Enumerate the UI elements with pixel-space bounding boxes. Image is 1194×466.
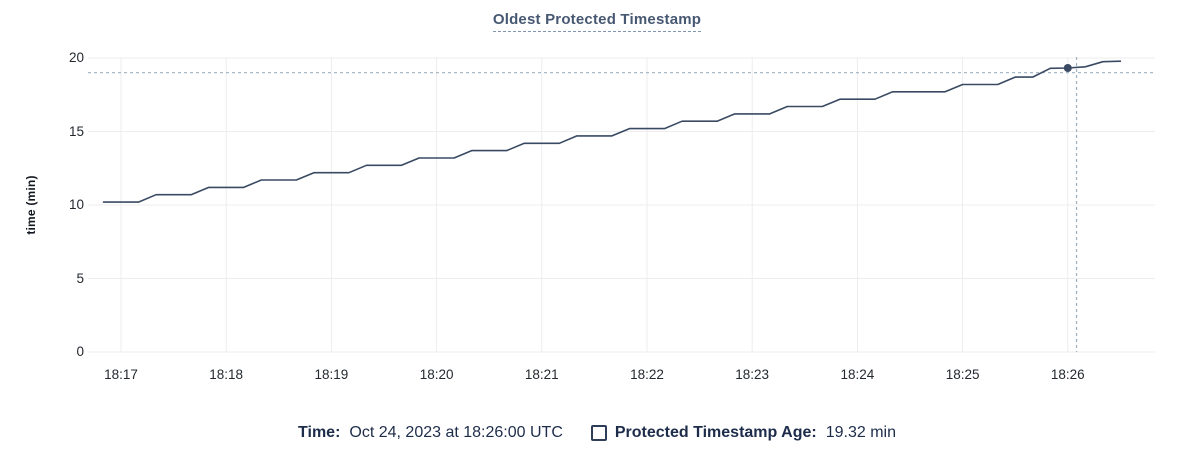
time-label: Time: — [298, 424, 341, 441]
x-tick-label: 18:17 — [104, 367, 138, 382]
series-line — [102, 60, 1122, 203]
x-tick-label: 18:22 — [630, 367, 664, 382]
x-tick-label: 18:25 — [945, 367, 980, 382]
y-tick-label: 20 — [68, 50, 84, 65]
y-tick-label: 15 — [68, 123, 84, 139]
x-tick-label: 18:24 — [840, 367, 875, 382]
chart-title-row: Oldest Protected Timestamp — [0, 11, 1194, 32]
series-label: Protected Timestamp Age: — [614, 424, 817, 441]
series-value: 19.32 min — [825, 424, 896, 441]
x-tick-label: 18:19 — [314, 367, 349, 382]
series-checkbox[interactable] — [590, 425, 607, 441]
chart-title[interactable]: Oldest Protected Timestamp — [492, 11, 702, 32]
x-tick-label: 18:20 — [419, 367, 454, 382]
x-tick-label: 18:18 — [209, 367, 244, 382]
x-tick-label: 18:21 — [524, 367, 559, 382]
hover-point-dot — [1063, 63, 1072, 72]
x-tick-label: 18:26 — [1050, 367, 1085, 382]
hover-legend: Time: Oct 24, 2023 at 18:26:00 UTC Prote… — [0, 424, 1194, 442]
y-tick-label: 0 — [76, 344, 84, 359]
x-tick-label: 18:23 — [735, 367, 770, 382]
y-tick-label: 10 — [68, 197, 84, 212]
y-tick-label: 5 — [76, 270, 84, 286]
time-value: Oct 24, 2023 at 18:26:00 UTC — [349, 424, 563, 441]
